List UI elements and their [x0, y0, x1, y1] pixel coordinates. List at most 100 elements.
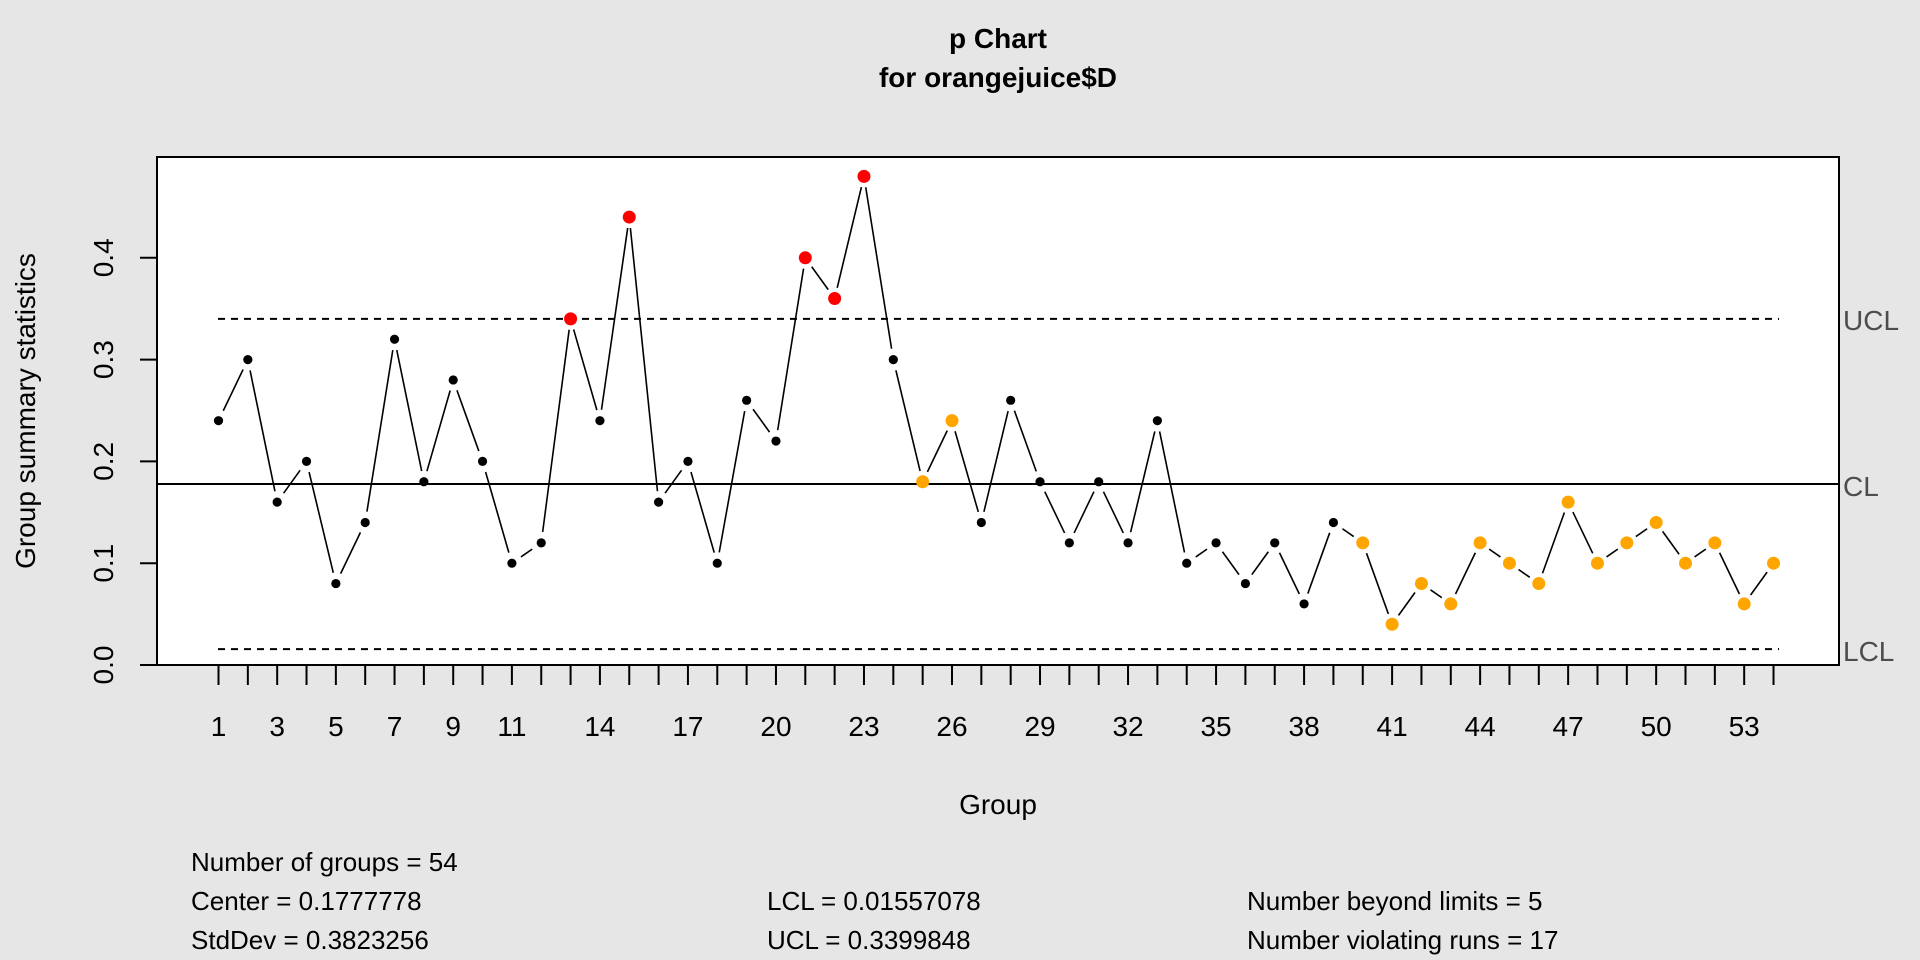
data-point: [389, 334, 400, 344]
data-point: [419, 477, 429, 487]
series-segment: [308, 471, 335, 574]
data-point-violating-run: [1356, 536, 1370, 550]
chart-title: p Chart: [949, 23, 1047, 54]
data-point-violating-run: [1737, 597, 1751, 611]
x-tick-label: 44: [1465, 711, 1496, 742]
series-segment: [484, 471, 510, 553]
data-point: [1270, 538, 1280, 548]
data-point: [595, 416, 605, 426]
x-tick-label: 20: [760, 711, 791, 742]
data-point: [1035, 477, 1045, 487]
series-segment: [1044, 491, 1066, 534]
data-point: [448, 375, 458, 385]
series-segment: [864, 187, 893, 349]
series-segment: [1221, 551, 1240, 576]
y-axis-label: Group summary statistics: [10, 253, 41, 569]
x-axis: 1 3 5 7 9 11 14 17 20 23 26 29 32 35 38 41 44 47 50 53: [211, 664, 1775, 742]
data-point: [976, 517, 986, 528]
data-point: [360, 517, 370, 528]
x-tick-label: 9: [445, 711, 461, 742]
data-point: [243, 355, 253, 365]
series-segment: [718, 411, 746, 553]
x-tick-label: 35: [1200, 711, 1231, 742]
y-tick-label: 0.2: [88, 442, 119, 481]
data-point: [712, 558, 722, 568]
series-segment: [895, 370, 921, 472]
data-point-violating-run: [1502, 556, 1516, 570]
series-segment: [1073, 491, 1095, 534]
data-point: [301, 456, 312, 466]
series-segment: [776, 268, 805, 431]
data-point-beyond-limits: [622, 210, 636, 224]
series-segment: [282, 469, 301, 494]
data-point-violating-run: [1414, 577, 1428, 591]
data-point-violating-run: [1767, 556, 1781, 570]
series-segment: [690, 471, 716, 553]
data-point-beyond-limits: [857, 169, 871, 183]
stat-violating-runs: Number violating runs = 17: [1247, 925, 1558, 955]
data-point: [742, 395, 752, 405]
series-segment: [1102, 491, 1124, 534]
series-segment: [1158, 431, 1186, 553]
series-segment: [811, 266, 829, 291]
x-tick-label: 17: [672, 711, 703, 742]
series-segment: [1694, 548, 1707, 558]
y-tick-label: 0.4: [88, 238, 119, 277]
series-segment: [1307, 532, 1331, 594]
y-tick-label: 0.0: [88, 646, 119, 685]
series-segment: [1541, 512, 1566, 574]
data-point: [477, 456, 488, 466]
x-tick-label: 3: [269, 711, 285, 742]
series-segment: [1251, 551, 1269, 576]
series-segment: [456, 390, 480, 452]
series-segment: [1365, 552, 1390, 615]
x-axis-label: Group: [959, 789, 1037, 820]
series-segment: [836, 186, 863, 289]
series-segment: [1749, 571, 1768, 596]
control-limits: [157, 317, 1839, 651]
data-point: [771, 436, 781, 446]
data-point-beyond-limits: [564, 312, 578, 326]
data-point-violating-run: [1473, 536, 1487, 550]
series-segment: [1718, 552, 1741, 595]
data-point: [654, 497, 664, 507]
x-tick-label: 14: [584, 711, 615, 742]
data-point: [1123, 538, 1133, 548]
data-point: [888, 355, 898, 365]
stat-beyond-limits: Number beyond limits = 5: [1247, 886, 1543, 916]
series-segment: [983, 410, 1009, 512]
x-tick-label: 41: [1377, 711, 1408, 742]
series-segment: [1661, 530, 1680, 555]
data-point-violating-run: [1620, 536, 1634, 550]
series-segment: [926, 430, 948, 473]
series-segment: [395, 349, 423, 472]
series-segment: [572, 329, 598, 411]
x-tick-label: 38: [1289, 711, 1320, 742]
data-point-beyond-limits: [828, 292, 842, 306]
series-segment: [1606, 548, 1619, 558]
series-segment: [752, 408, 771, 433]
series-segment: [366, 349, 394, 512]
x-tick-label: 7: [387, 711, 403, 742]
data-point: [1094, 477, 1104, 487]
data-point-violating-run: [1649, 515, 1663, 529]
data-point-violating-run: [1532, 577, 1546, 591]
series-segment: [954, 431, 980, 513]
data-point-violating-run: [916, 475, 930, 489]
series-segment: [1278, 552, 1301, 595]
stat-ucl: UCL = 0.3399848: [767, 925, 971, 955]
data-point: [1182, 558, 1192, 568]
series-segment: [339, 532, 362, 574]
data-point: [272, 497, 282, 507]
series-segment: [1454, 552, 1477, 595]
data-points: [213, 169, 1781, 631]
series-segment: [600, 227, 629, 410]
x-tick-label: 11: [497, 711, 526, 742]
data-point: [213, 416, 224, 426]
x-tick-label: 23: [848, 711, 879, 742]
data-point-violating-run: [1708, 536, 1722, 550]
series-segment: [426, 390, 451, 472]
series-segment: [1013, 410, 1038, 472]
series-segment: [541, 329, 570, 533]
